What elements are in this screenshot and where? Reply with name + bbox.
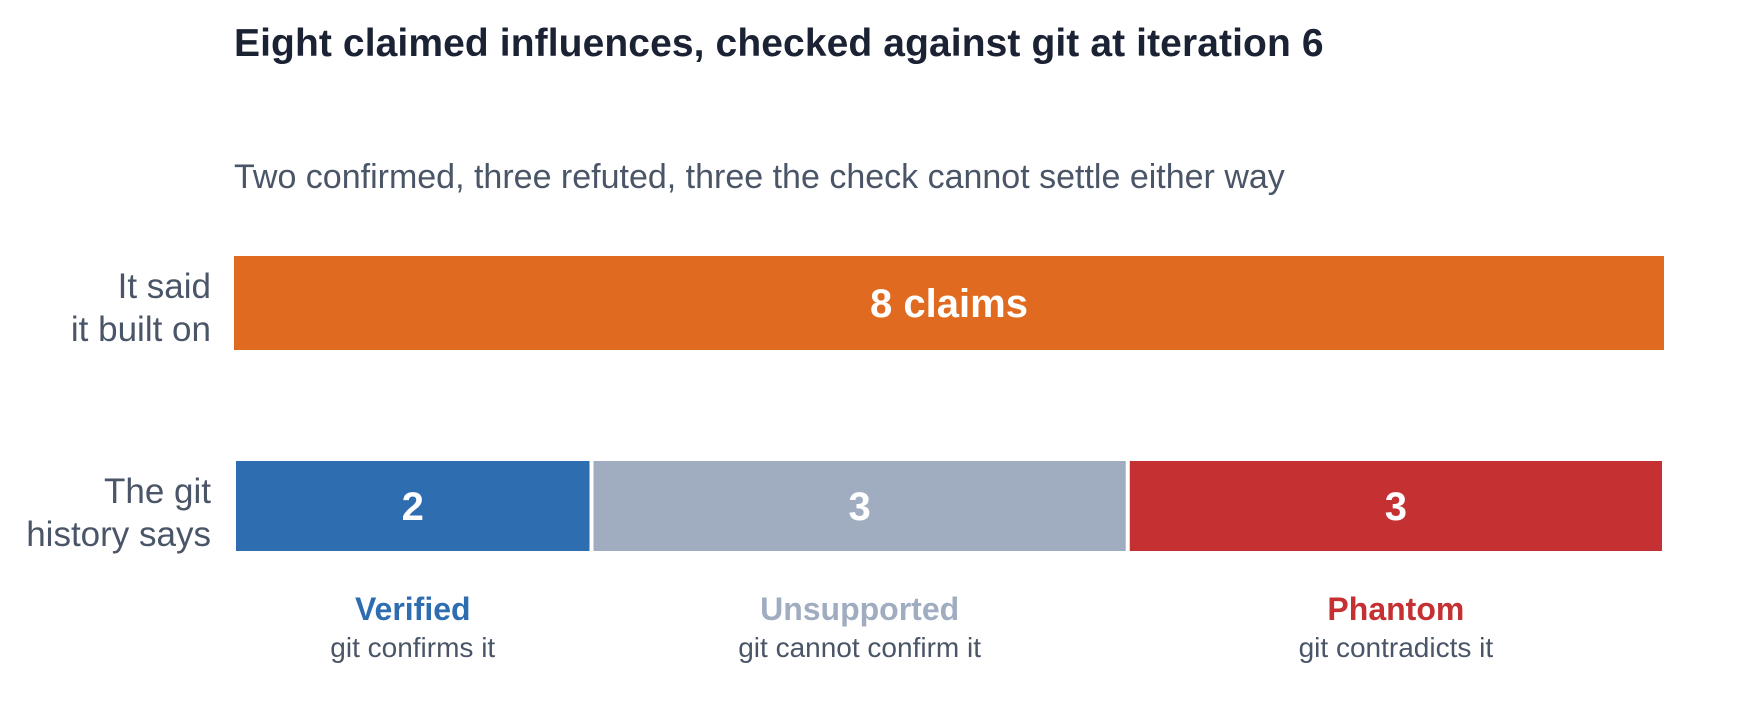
chart-subtitle: Two confirmed, three refuted, three the … <box>234 158 1285 196</box>
total-claims-label: 8 claims <box>870 282 1028 326</box>
row-label-git-line-2: history says <box>26 515 211 554</box>
segment-value-unsupported: 3 <box>849 485 871 529</box>
segment-bar-verified <box>236 461 590 551</box>
segment-name-verified: Verified <box>355 591 471 627</box>
row-label-claimed-line-2: it built on <box>70 310 211 349</box>
segment-value-verified: 2 <box>402 485 424 529</box>
segment-bar-unsupported <box>593 461 1126 551</box>
segment-description-phantom: git contradicts it <box>1299 632 1494 663</box>
row-label-claimed-line-1: It said <box>117 267 211 306</box>
segment-name-unsupported: Unsupported <box>760 591 959 627</box>
segment-value-phantom: 3 <box>1385 485 1407 529</box>
segment-description-unsupported: git cannot confirm it <box>738 632 981 663</box>
segment-description-verified: git confirms it <box>330 632 495 663</box>
row-label-claimed: It said it built on <box>71 265 211 351</box>
segment-bar-phantom <box>1129 461 1662 551</box>
chart-title: Eight claimed influences, checked agains… <box>234 22 1324 65</box>
row-label-git-history: The git history says <box>26 470 211 556</box>
total-claims-bar <box>234 256 1664 350</box>
segment-name-phantom: Phantom <box>1327 591 1464 627</box>
row-label-git-line-1: The git <box>104 472 211 511</box>
